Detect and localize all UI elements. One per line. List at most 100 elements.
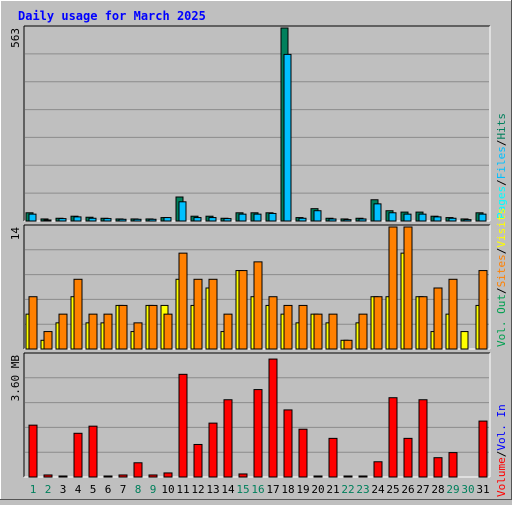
sites-bar [478,270,488,350]
files-bar [343,219,352,222]
day-label: 22 [341,483,354,496]
day-label: 13 [206,483,219,496]
sites-bar [313,313,323,350]
volume-bar [223,399,233,478]
files-bar [313,210,322,222]
visits-max-label: 14 [9,227,22,241]
day-label: 31 [476,483,489,496]
day-label: 15 [236,483,249,496]
volume-bar [58,475,68,478]
day-label: 30 [461,483,474,496]
day-label: 14 [221,483,235,496]
day-label: 8 [135,483,142,496]
volume-bar [448,452,458,478]
visits-legend-item: Vol. Out [495,294,508,347]
files-bar [73,216,82,222]
sites-bar [88,313,98,350]
sites-bar [223,313,233,350]
day-label: 26 [401,483,414,496]
files-bar [148,218,157,222]
files-bar [403,213,412,222]
volume-max-label: 3.60 MB [9,355,22,402]
files-bar [253,213,262,222]
volume-bar [268,358,278,478]
volume-legend-separator: / [495,451,508,458]
volume-bar [178,373,188,478]
sites-bar [193,278,203,350]
files-bar [43,219,52,222]
day-label: 20 [311,483,324,496]
hits-max-label: 563 [9,28,22,48]
files-bar [58,218,67,222]
files-bar [238,213,247,222]
volume-bar [133,462,143,478]
files-bar [268,212,277,222]
day-label: 11 [176,483,189,496]
sites-bar [448,278,458,350]
sites-bar [343,339,353,350]
sites-bar [403,226,413,350]
volume-legend-item: Vol. In [495,404,508,450]
files-bar [463,219,472,222]
day-label: 16 [251,483,264,496]
day-label: 2 [45,483,52,496]
volume-bar [313,475,323,478]
volume-bar [73,432,83,478]
volume-bar [373,461,383,478]
day-label: 3 [60,483,67,496]
day-label: 19 [296,483,309,496]
visits-legend-item: Visits [495,208,508,248]
day-label: 21 [326,483,339,496]
sites-bar [298,304,308,350]
day-label: 23 [356,483,369,496]
volume-bar [163,472,173,478]
sites-bar [148,304,158,350]
sites-bar [73,278,83,350]
sites-bar [388,226,398,350]
day-label: 10 [161,483,174,496]
files-bar [118,218,127,222]
sites-bar [133,322,143,350]
files-bar [418,213,427,222]
sites-bar [28,296,38,350]
hits-legend-separator: / [495,179,508,186]
volume-bar [253,389,263,478]
hits-legend-item: Hits [495,113,508,140]
day-label: 6 [105,483,112,496]
sites-bar [268,296,278,350]
volume-bar [208,422,218,478]
visits-legend: Vol. Out/Sites/Visits [495,208,508,347]
volume-bar [118,474,128,478]
sites-bar [328,313,338,350]
volume-bar [283,409,293,478]
sites-bar [433,287,443,350]
files-bar [133,218,142,222]
day-label: 25 [386,483,399,496]
day-label: 9 [150,483,157,496]
day-label: 17 [266,483,279,496]
volume-bar [478,420,488,478]
files-bar [328,218,337,222]
volume-panel: 3.60 MB Volume/Vol. In [9,352,508,497]
day-label: 1 [30,483,37,496]
hits-legend-separator: / [495,140,508,147]
volume-bar [433,457,443,478]
day-label: 12 [191,483,204,496]
visits-legend-separator: / [495,287,508,294]
files-bar [388,212,397,222]
volume-bar [298,428,308,478]
day-label: 28 [431,483,444,496]
files-bar [298,217,307,222]
sites-bar [238,270,248,350]
sites-bar [253,261,263,350]
sites-bar [283,304,293,350]
files-bar [88,217,97,222]
volume-bar [403,437,413,478]
sites-bar [418,296,428,350]
files-bar [433,216,442,222]
files-bar [283,53,292,222]
files-bar [28,213,37,222]
visits-legend-item: Sites [495,254,508,287]
